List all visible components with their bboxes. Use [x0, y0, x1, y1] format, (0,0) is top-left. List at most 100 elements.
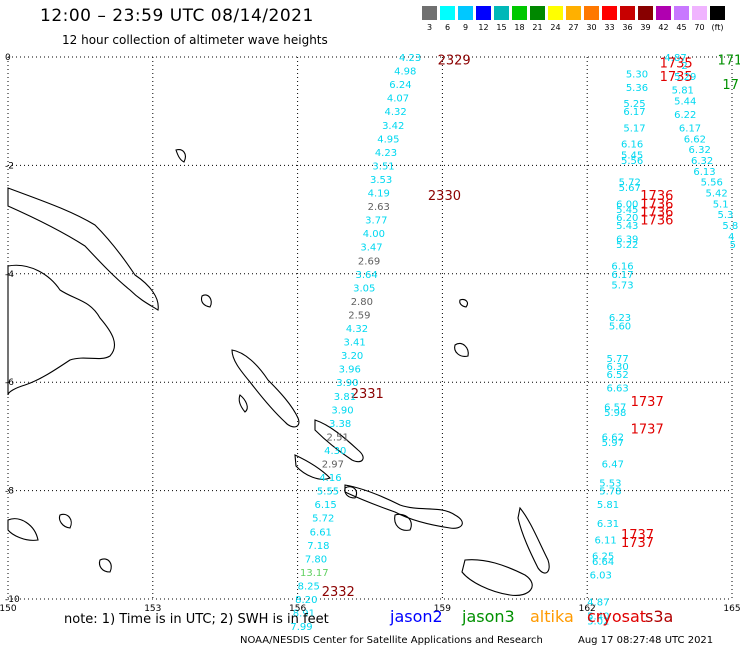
scale-swatch [710, 6, 725, 20]
x-tick-label: 153 [144, 604, 161, 614]
wave-height-value: 5.78 [599, 487, 621, 498]
wave-height-value: 5.30 [626, 69, 648, 80]
wave-height-value: 4.87 [587, 598, 609, 609]
wave-height-value: 6.64 [592, 557, 614, 568]
scale-swatch [638, 6, 653, 20]
wave-height-value: 5.72 [312, 514, 334, 525]
wave-height-value: 3.47 [360, 243, 382, 254]
x-tick-label: 162 [579, 604, 596, 614]
scale-label: 18 [514, 23, 525, 32]
pass-labels: 2329233023312332173517351715171736173617… [322, 54, 740, 600]
scale-swatch [422, 6, 437, 20]
wave-height-value: 3.05 [353, 283, 375, 294]
wave-height-value: 5.43 [616, 221, 638, 232]
coastlines [7, 149, 550, 596]
wave-height-value: 6.62 [602, 432, 624, 443]
generation-timestamp: Aug 17 08:27:48 UTC 2021 [578, 635, 714, 646]
wave-height-value: 2.59 [348, 310, 370, 321]
x-tick-label: 165 [723, 604, 740, 614]
wave-height-value: 6.20 [616, 213, 638, 224]
satellite-legend-item: jason2 [390, 607, 443, 626]
wave-height-value: 5.56 [701, 178, 723, 189]
wave-height-value: 5.22 [616, 240, 638, 251]
scale-label: 12 [478, 23, 489, 32]
wave-height-value: 3.20 [341, 351, 363, 362]
wave-height-value: 5.42 [705, 189, 727, 200]
scale-swatch [692, 6, 707, 20]
pass-time-label: 17 [722, 78, 739, 93]
scale-label: 27 [568, 23, 579, 32]
pass-time-label: 1737 [631, 395, 664, 410]
scale-swatch [548, 6, 563, 20]
wave-height-value: 6.30 [607, 362, 629, 373]
wave-height-value: 4.32 [346, 324, 368, 335]
pass-time-label: 1735 [660, 70, 693, 85]
wave-height-value: 5.72 [619, 178, 641, 189]
scale-swatch [494, 6, 509, 20]
coastline-island-small-5 [459, 298, 468, 308]
pass-time-label: 1737 [631, 422, 664, 437]
wave-height-value: 5.45 [616, 205, 638, 216]
coastline-bougainville [231, 349, 300, 428]
wave-height-value: 4.07 [387, 94, 409, 105]
pass-time-label: 1737 [621, 536, 654, 551]
y-tick-label: -10 [5, 595, 20, 605]
wave-height-value: 5.36 [626, 83, 648, 94]
wave-height-value: 2 [681, 61, 687, 72]
coastline-island-small-8 [98, 558, 112, 573]
wave-height-value: 5.67 [619, 183, 641, 194]
pass-time-label: 1736 [640, 205, 673, 220]
y-tick-label: -4 [5, 270, 14, 280]
satellite-legend-item: jason3 [462, 607, 515, 626]
coastline-island-small-6 [7, 518, 39, 541]
wave-height-value: 6.61 [310, 527, 332, 538]
scale-label: 9 [462, 23, 469, 32]
coastline-island-small-1 [175, 149, 186, 163]
wave-height-value: 5.40 [587, 611, 609, 622]
chart-title: 12:00 – 23:59 UTC 08/14/2021 [40, 6, 314, 26]
wave-height-value: 3.53 [370, 175, 392, 186]
wave-height-value: 6.24 [389, 80, 411, 91]
wave-height-value: 2.51 [327, 432, 349, 443]
wave-height-value: 2.69 [358, 256, 380, 267]
wave-height-value: 5.77 [607, 354, 629, 365]
wave-height-value: 5.8 [722, 221, 738, 232]
pass-time-label: 1715 [718, 54, 740, 69]
y-tick-label: -6 [5, 378, 14, 388]
wave-height-value: 4.16 [319, 473, 341, 484]
wave-height-value: 6.16 [611, 262, 633, 273]
wave-height-value: 4.95 [377, 134, 399, 145]
scale-label: 42 [658, 23, 669, 32]
satellite-legend-item: s3a [645, 607, 674, 626]
coastline-new-ireland [7, 187, 159, 311]
wave-height-value: 3.38 [329, 419, 351, 430]
wave-height-labels: 4.23 4.98 6.24 4.07 4.32 3.42 4.95 4.23 3.51 3.53… [290, 53, 738, 633]
wave-height-value: 8.20 [295, 595, 317, 606]
scale-swatch [530, 6, 545, 20]
scale-label: 21 [532, 23, 543, 32]
wave-height-value: 3.81 [334, 392, 356, 403]
credit-text: NOAA/NESDIS Center for Satellite Applica… [240, 635, 543, 646]
scale-swatch [602, 6, 617, 20]
wave-height-value: 6.62 [684, 134, 706, 145]
pass-time-label: 1736 [640, 197, 673, 212]
wave-height-value: 5.56 [621, 156, 643, 167]
wave-height-value: 7.99 [290, 622, 312, 633]
wave-height-value: 6.32 [691, 156, 713, 167]
wave-height-value: 3.90 [336, 378, 358, 389]
y-tick-label: -8 [5, 487, 14, 497]
scale-swatch [656, 6, 671, 20]
coastline-island-small-4 [454, 342, 469, 357]
x-tick-label: 150 [0, 604, 17, 614]
wave-height-value: 4 [728, 232, 734, 243]
pass-time-label: 2329 [438, 54, 471, 69]
wave-height-value: 6.52 [607, 370, 629, 381]
coastline-malaita [517, 506, 550, 574]
wave-height-value: 6.57 [604, 403, 626, 414]
wave-height-value: 2.63 [368, 202, 390, 213]
pass-time-label: 1736 [640, 189, 673, 204]
wave-height-value: 3.51 [372, 161, 394, 172]
wave-height-value: 5.81 [672, 86, 694, 97]
wave-height-value: 4.23 [399, 53, 421, 64]
scale-swatch [620, 6, 635, 20]
